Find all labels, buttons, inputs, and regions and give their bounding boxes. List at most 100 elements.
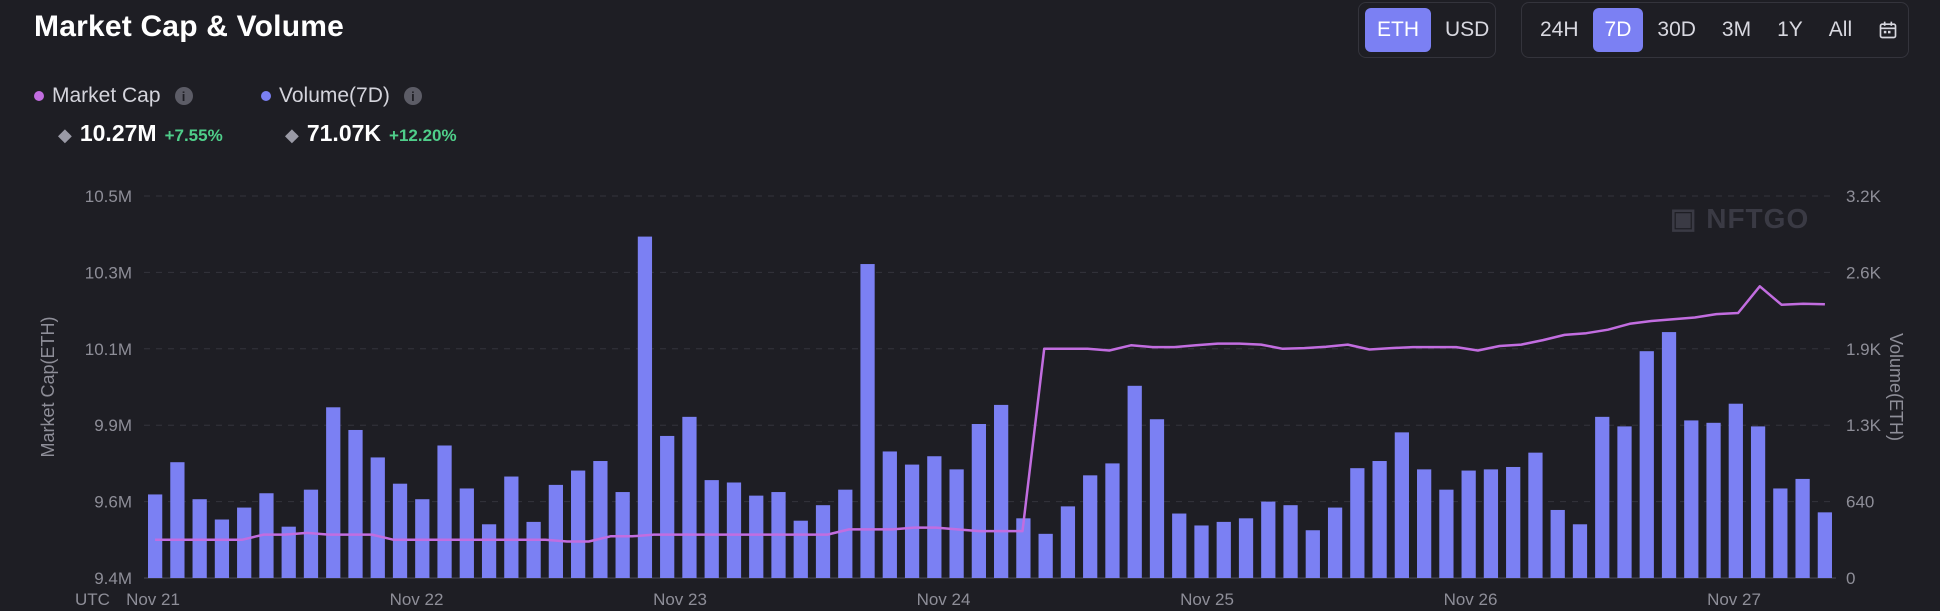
- range-1y-button[interactable]: 1Y: [1777, 18, 1803, 41]
- volume-bar: [1172, 513, 1187, 578]
- watermark: ▣ NFTGO: [1670, 203, 1809, 234]
- y-left-tick-label: 10.3M: [85, 263, 132, 282]
- volume-bar: [1417, 469, 1432, 578]
- y-left-tick-label: 9.4M: [94, 569, 132, 588]
- volume-bar: [1194, 525, 1209, 578]
- volume-bar: [392, 483, 408, 578]
- x-tick-label: Nov 27: [1707, 590, 1761, 609]
- market-cap-dot: [34, 91, 44, 101]
- volume-dot: [261, 91, 271, 101]
- y-right-tick-label: 640: [1846, 493, 1874, 512]
- currency-toggle: ETH USD: [1358, 2, 1496, 58]
- volume-bar: [437, 445, 452, 578]
- y-left-tick-label: 10.5M: [85, 187, 132, 206]
- y-right-tick-label: 1.9K: [1846, 340, 1882, 359]
- market-cap-line: [155, 285, 1825, 543]
- volume-bar: [571, 470, 586, 578]
- volume-bar: [726, 482, 742, 578]
- volume-bar: [927, 456, 942, 578]
- eth-button[interactable]: ETH: [1365, 8, 1431, 52]
- legend-market-cap-label: Market Cap: [52, 84, 161, 107]
- volume-bar: [994, 404, 1009, 578]
- volume-bar: [1595, 416, 1610, 578]
- volume-bar: [1261, 501, 1276, 578]
- legend-market-cap[interactable]: Market Cap i: [34, 84, 193, 108]
- volume-bar: [1817, 512, 1832, 578]
- volume-bar: [459, 488, 474, 578]
- volume-bar: [1149, 419, 1165, 578]
- volume-change: +12.20%: [389, 126, 457, 145]
- y-left-tick-label: 9.6M: [94, 493, 132, 512]
- volume-stat: ◆ 71.07K +12.20%: [285, 120, 457, 147]
- x-tick-label: Nov 25: [1180, 590, 1234, 609]
- volume-bar: [526, 521, 541, 578]
- y-right-axis-title: Volume(ETH): [1886, 333, 1906, 441]
- market-cap-value: 10.27M: [79, 120, 157, 146]
- usd-button[interactable]: USD: [1445, 18, 1490, 41]
- market-cap-change: +7.55%: [164, 126, 223, 145]
- range-24h-button[interactable]: 24H: [1540, 18, 1579, 41]
- volume-bar: [1305, 530, 1320, 578]
- x-tick-label: Nov 23: [653, 590, 707, 609]
- range-all-button[interactable]: All: [1828, 18, 1853, 41]
- volume-bar: [682, 416, 697, 578]
- volume-bar: [1439, 489, 1454, 578]
- y-right-tick-label: 1.3K: [1846, 416, 1882, 435]
- volume-bar: [637, 236, 653, 578]
- volume-bar: [838, 489, 853, 578]
- range-3m-button[interactable]: 3M: [1721, 18, 1752, 41]
- volume-bar: [1572, 524, 1588, 578]
- volume-bar: [481, 524, 497, 578]
- volume-bar: [504, 476, 519, 578]
- volume-bar: [370, 457, 385, 578]
- eth-icon: ◆: [285, 125, 299, 145]
- range-toggle: 24H 7D 30D 3M 1Y All: [1521, 2, 1909, 58]
- volume-bar: [1105, 463, 1120, 578]
- volume-bar: [1728, 403, 1743, 578]
- volume-bar: [1639, 351, 1654, 578]
- volume-bar: [704, 480, 719, 578]
- volume-bar: [326, 407, 341, 578]
- volume-bar: [170, 462, 185, 578]
- volume-bar: [1083, 475, 1098, 578]
- volume-bar: [1127, 385, 1142, 578]
- chart-title: Market Cap & Volume: [34, 10, 344, 43]
- volume-bar: [1684, 420, 1699, 578]
- volume-bar: [1238, 518, 1254, 578]
- y-right-tick-label: 3.2K: [1846, 187, 1882, 206]
- y-right-tick-label: 2.6K: [1846, 263, 1882, 282]
- volume-bar: [904, 464, 920, 578]
- volume-bar: [1773, 488, 1788, 578]
- volume-bar: [1750, 426, 1766, 578]
- legend-volume[interactable]: Volume(7D) i: [261, 84, 422, 108]
- volume-bar: [1327, 507, 1343, 578]
- info-icon[interactable]: i: [174, 87, 193, 105]
- volume-bar: [615, 492, 630, 578]
- volume-bar: [949, 469, 964, 578]
- volume-bar: [1661, 332, 1677, 578]
- volume-value: 71.07K: [306, 120, 382, 146]
- volume-bar: [860, 264, 875, 578]
- calendar-icon-glyph: [1879, 21, 1897, 39]
- volume-bar: [1795, 478, 1810, 578]
- volume-bar: [1394, 432, 1409, 578]
- y-left-tick-label: 9.9M: [94, 416, 132, 435]
- volume-bar: [971, 424, 986, 578]
- volume-bar: [1528, 452, 1543, 578]
- volume-bar: [281, 526, 296, 578]
- volume-bar: [1372, 461, 1387, 578]
- volume-bar: [749, 495, 764, 578]
- volume-bar: [1016, 518, 1031, 578]
- range-30d-button[interactable]: 30D: [1657, 18, 1696, 41]
- y-left-tick-label: 10.1M: [85, 340, 132, 359]
- calendar-icon[interactable]: [1866, 8, 1910, 52]
- volume-bar: [237, 507, 252, 578]
- info-icon[interactable]: i: [403, 87, 422, 105]
- x-tick-label: Nov 22: [390, 590, 444, 609]
- volume-bar: [548, 484, 563, 578]
- eth-icon: ◆: [58, 125, 72, 145]
- volume-bar: [793, 520, 808, 578]
- volume-bar: [1216, 521, 1231, 578]
- range-7d-button[interactable]: 7D: [1592, 8, 1644, 52]
